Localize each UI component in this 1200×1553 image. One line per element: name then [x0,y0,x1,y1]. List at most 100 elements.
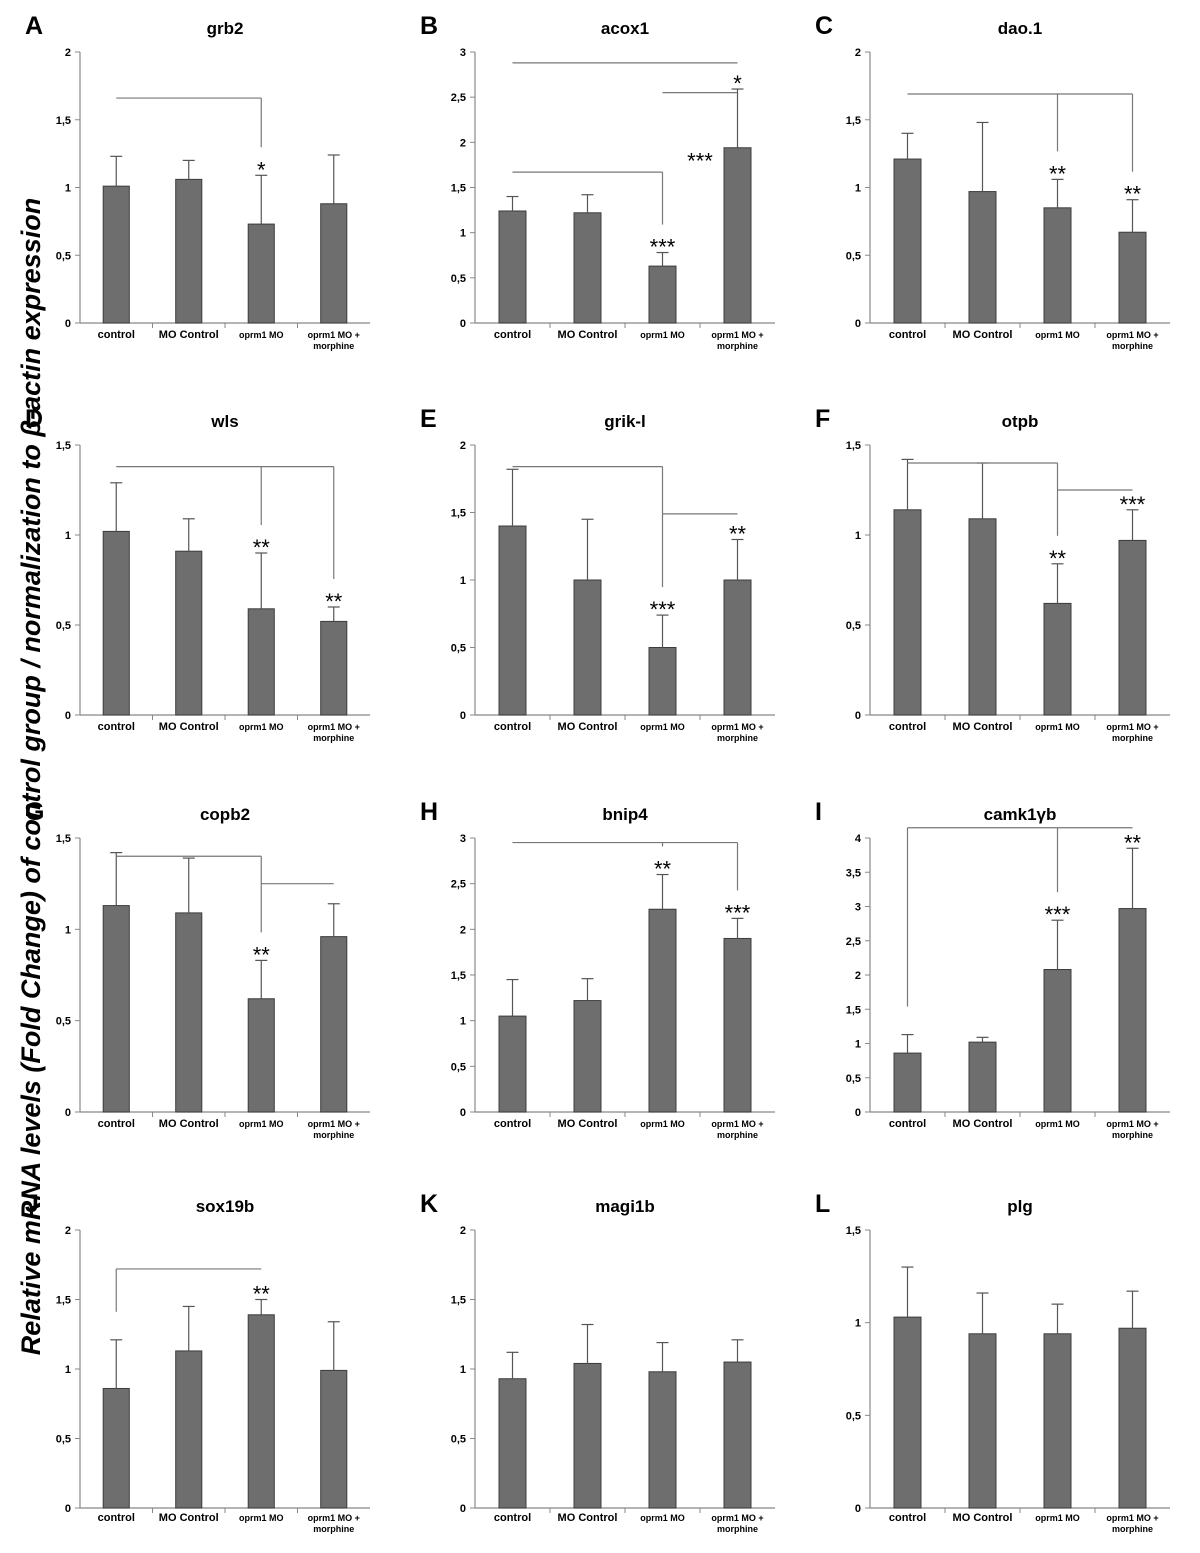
category-label-line: morphine [313,1524,354,1534]
y-tick-label: 4 [855,833,862,845]
category-label: control [494,329,531,341]
bar [723,937,752,1113]
significance-mark: ** [325,589,343,614]
y-tick-label: 1,5 [846,1004,861,1016]
bar [968,518,997,716]
bar [247,223,275,324]
panel-letter: C [815,12,833,40]
category-label-line: oprm1 MO + [308,722,360,732]
bar [723,1361,752,1509]
category-label-line: oprm1 MO + [1106,722,1158,732]
category-label-line: morphine [313,341,354,351]
bar [1043,969,1072,1113]
y-tick-label: 0,5 [846,1073,861,1085]
chart-title: sox19b [196,1197,255,1216]
y-tick-label: 0,5 [56,1434,71,1446]
category-label: MO Control [558,329,618,341]
category-label: control [889,721,926,733]
category-label: control [889,329,926,341]
category-label-line: morphine [1112,341,1153,351]
y-tick-label: 2 [855,970,861,982]
category-label: oprm1 MO [239,722,284,732]
significance-mark: ** [253,535,271,560]
category-label: oprm1 MO [239,1119,284,1129]
category-label: MO Control [159,329,219,341]
category-label-line: oprm1 MO + [308,330,360,340]
y-tick-label: 2,5 [846,936,861,948]
category-label: oprm1 MO + morphine [1106,722,1158,743]
y-tick-label: 1 [65,924,71,936]
y-tick-label: 1,5 [56,1295,71,1307]
y-tick-label: 1,5 [451,183,466,195]
y-tick-label: 1 [855,1318,861,1330]
y-tick-label: 0 [855,710,861,722]
chart-title: magi1b [595,1197,655,1216]
chart-title: wls [210,412,238,431]
bar [102,530,130,716]
category-label: oprm1 MO [1035,330,1080,340]
significance-mark: ** [253,1282,271,1307]
y-tick-label: 2 [460,440,466,452]
category-label: MO Control [558,1512,618,1524]
category-label: MO Control [953,329,1013,341]
chart-title: bnip4 [602,805,648,824]
y-tick-label: 2 [65,47,71,59]
category-label: oprm1 MO + morphine [1106,330,1158,351]
y-tick-label: 1,5 [56,440,71,452]
y-tick-label: 0 [65,710,71,722]
category-label: MO Control [953,1118,1013,1130]
y-tick-label: 2 [460,924,466,936]
bar [247,998,275,1113]
y-tick-label: 0 [65,1107,71,1119]
y-tick-label: 0 [65,1503,71,1515]
y-tick-label: 1 [460,575,466,587]
chart-title: grb2 [207,19,244,38]
category-label-line: oprm1 MO + [1106,1119,1158,1129]
bar [102,185,130,324]
bar [1118,231,1147,324]
bar [968,1333,997,1509]
y-tick-label: 1 [855,530,861,542]
significance-mark: *** [1120,492,1146,517]
bar [648,265,677,324]
significance-mark: ** [253,942,271,967]
panel-letter: J [25,1190,39,1218]
significance-mark: * [257,157,266,182]
significance-mark: ** [729,522,747,547]
y-tick-label: 1,5 [846,115,861,127]
bar [573,1000,602,1113]
significance-mark: ** [654,857,672,882]
category-label: control [98,721,135,733]
category-label: control [494,1118,531,1130]
y-tick-label: 0,5 [451,643,466,655]
category-label: control [98,1118,135,1130]
category-label: oprm1 MO + morphine [308,1119,360,1140]
bar [1118,908,1147,1113]
y-tick-label: 0,5 [846,620,861,632]
category-label-line: oprm1 MO + [308,1513,360,1523]
y-tick-label: 0,5 [56,620,71,632]
y-tick-label: 0 [855,1107,861,1119]
significance-mark: *** [650,235,676,260]
bar [102,905,130,1113]
y-tick-label: 3 [460,833,466,845]
bar [102,1387,130,1509]
bar [320,203,348,324]
y-tick-label: 2 [460,1225,466,1237]
category-label: oprm1 MO [239,330,284,340]
y-tick-label: 2 [460,137,466,149]
y-tick-label: 0,5 [451,1061,466,1073]
panel-letter: K [420,1190,438,1218]
bar [1118,1327,1147,1509]
category-label: control [889,1118,926,1130]
category-label: control [98,1512,135,1524]
bar [648,1371,677,1509]
bar [247,608,275,716]
y-tick-label: 0 [460,1107,466,1119]
bar [175,178,203,324]
bar [175,912,203,1113]
